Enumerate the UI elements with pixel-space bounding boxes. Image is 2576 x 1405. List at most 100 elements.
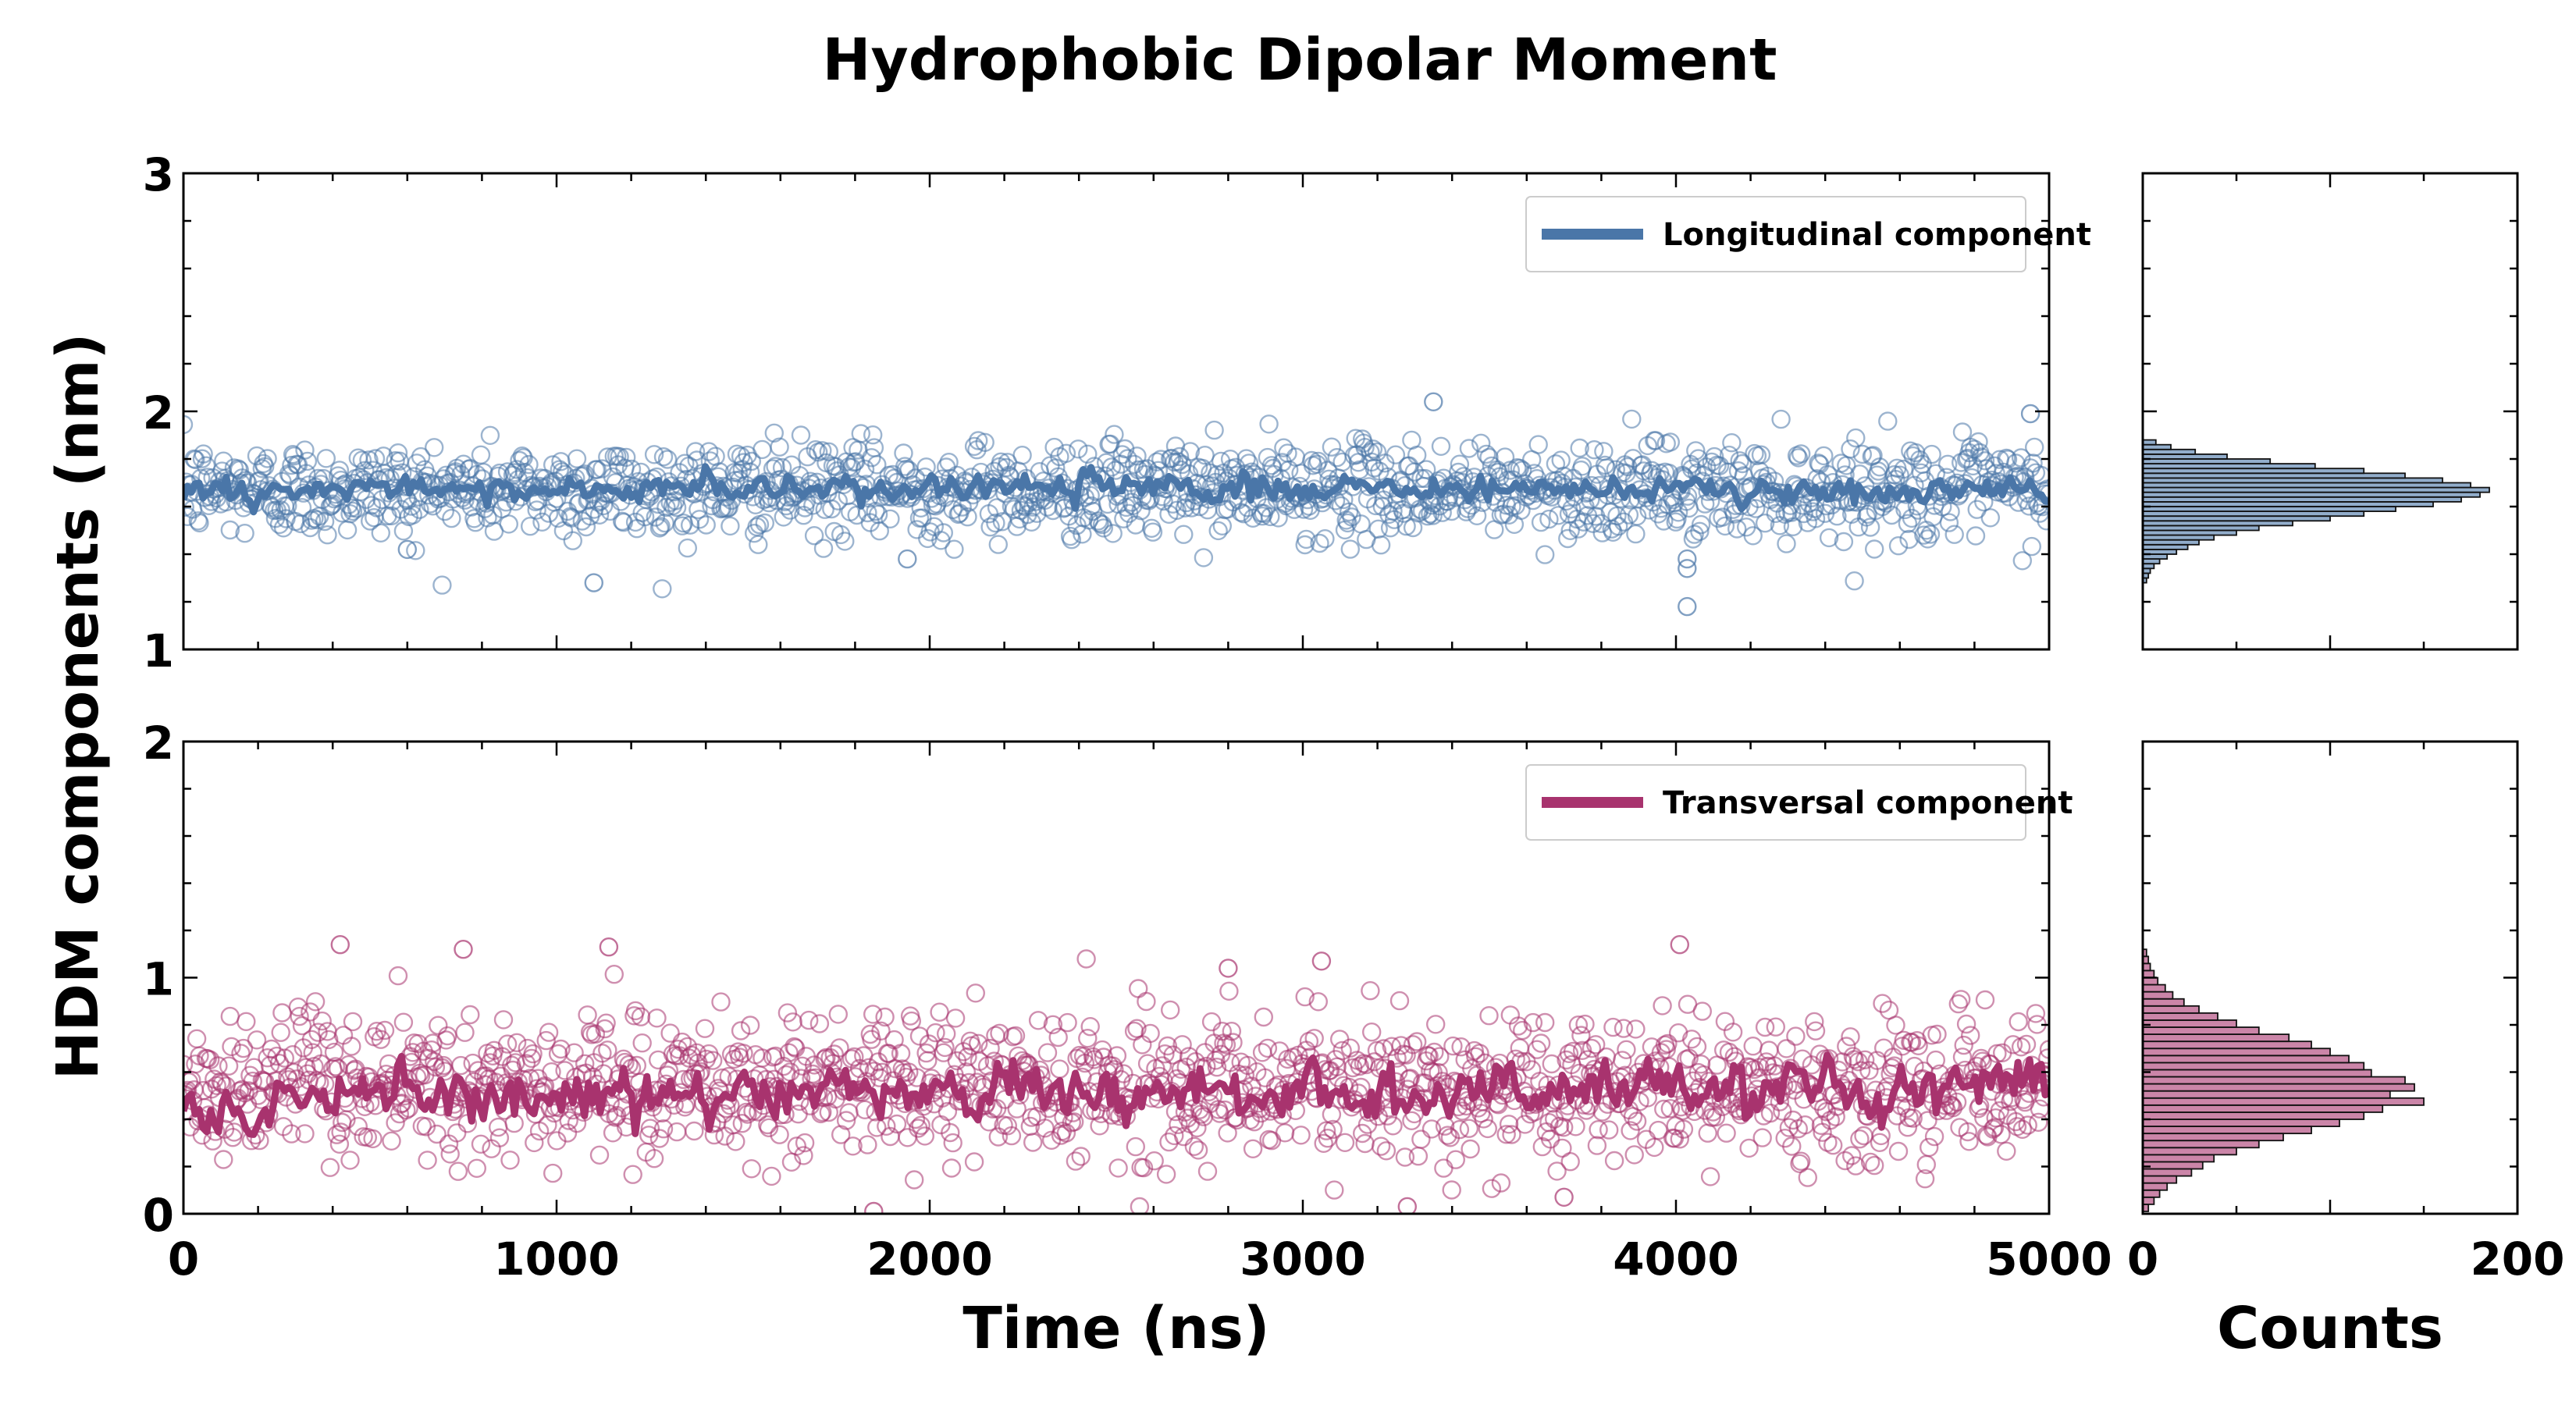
data-point xyxy=(1850,1129,1870,1149)
data-point xyxy=(1066,1151,1086,1171)
data-point xyxy=(1717,1123,1736,1143)
histogram-bar xyxy=(2142,1126,2312,1135)
data-point xyxy=(713,1068,732,1088)
data-point xyxy=(432,1058,452,1078)
data-point xyxy=(576,517,596,537)
data-point xyxy=(1103,524,1123,543)
data-point xyxy=(720,516,740,536)
data-point xyxy=(938,1101,958,1122)
data-point xyxy=(2038,479,2049,499)
data-point xyxy=(282,1124,301,1144)
data-point xyxy=(1845,1050,1864,1069)
histogram-bar xyxy=(2142,534,2215,541)
data-point xyxy=(1311,951,1332,971)
data-point xyxy=(855,1100,875,1120)
data-point xyxy=(1371,1136,1391,1156)
data-point xyxy=(1854,1126,1873,1146)
data-point xyxy=(915,1126,935,1146)
data-point xyxy=(1690,521,1710,541)
data-point xyxy=(653,447,674,467)
data-point xyxy=(1819,528,1839,548)
data-point xyxy=(898,549,917,569)
data-point xyxy=(1755,514,1775,533)
data-point xyxy=(696,515,716,535)
data-point xyxy=(1731,496,1751,515)
data-point xyxy=(1997,1141,2016,1161)
data-point xyxy=(1421,1119,1442,1139)
x-tick-label: 3000 xyxy=(1240,1232,1365,1286)
data-point xyxy=(1340,539,1361,559)
data-point xyxy=(1969,432,1988,452)
data-point xyxy=(1274,438,1293,457)
data-point xyxy=(1118,449,1137,468)
data-point xyxy=(689,510,710,529)
data-point xyxy=(499,514,518,534)
data-point xyxy=(320,1158,340,1177)
data-point xyxy=(855,459,875,479)
data-point xyxy=(559,1111,578,1130)
data-point xyxy=(1952,1048,1973,1067)
data-point xyxy=(774,507,793,527)
data-point xyxy=(1674,1119,1694,1139)
data-point xyxy=(644,445,664,464)
data-point xyxy=(632,503,652,522)
data-point xyxy=(1252,1043,1272,1062)
histogram-bar xyxy=(2142,1083,2415,1092)
x-tick-label: 0 xyxy=(2127,1232,2158,1286)
data-point xyxy=(1952,422,1973,442)
data-point xyxy=(1617,1040,1636,1060)
data-point xyxy=(1195,446,1215,465)
data-point xyxy=(858,503,877,523)
data-point xyxy=(1078,1028,1098,1048)
data-point xyxy=(1508,1016,1528,1036)
data-point xyxy=(1453,467,1474,486)
histogram-bar xyxy=(2142,1154,2215,1163)
data-point xyxy=(1971,447,1991,467)
histogram-bar xyxy=(2142,1175,2178,1184)
data-point xyxy=(1105,425,1124,444)
data-point xyxy=(327,1125,347,1144)
data-point xyxy=(1184,1136,1204,1157)
data-point xyxy=(1403,1035,1423,1055)
data-point xyxy=(1078,444,1098,464)
data-point xyxy=(1771,409,1791,429)
data-point xyxy=(1745,499,1766,518)
data-point xyxy=(1124,454,1144,475)
data-point xyxy=(1750,1058,1770,1077)
data-point xyxy=(759,1118,779,1138)
data-point xyxy=(704,1125,724,1145)
data-point xyxy=(934,523,954,542)
data-point xyxy=(828,1005,849,1024)
histogram-bar xyxy=(2142,1119,2340,1127)
data-point xyxy=(1975,451,1995,471)
x-axis-label: Time (ns) xyxy=(962,1295,1269,1362)
data-point xyxy=(1329,1030,1350,1049)
data-point xyxy=(1527,1040,1547,1059)
data-point xyxy=(1322,437,1342,457)
data-point xyxy=(740,1016,760,1035)
data-point xyxy=(1575,1014,1595,1034)
data-point xyxy=(1091,1104,1111,1124)
data-point xyxy=(1951,990,1971,1009)
data-point xyxy=(1114,509,1133,528)
data-point xyxy=(406,541,425,560)
data-point xyxy=(222,1037,241,1057)
data-point xyxy=(1622,409,1642,429)
data-point xyxy=(1511,500,1531,520)
histogram-bar xyxy=(2142,1005,2200,1014)
data-point xyxy=(770,1125,789,1144)
data-point xyxy=(736,1102,756,1122)
data-point xyxy=(1653,996,1672,1016)
data-point xyxy=(1310,533,1329,553)
data-point xyxy=(799,1010,819,1030)
data-point xyxy=(1759,1040,1779,1060)
data-point xyxy=(1351,1077,1371,1097)
data-point xyxy=(425,1057,446,1077)
data-point xyxy=(539,1023,559,1042)
data-point xyxy=(813,539,834,558)
data-point xyxy=(1304,1029,1324,1048)
data-point xyxy=(471,1134,491,1154)
data-point xyxy=(966,984,986,1003)
data-point xyxy=(1855,1050,1875,1070)
data-point xyxy=(589,1145,610,1165)
